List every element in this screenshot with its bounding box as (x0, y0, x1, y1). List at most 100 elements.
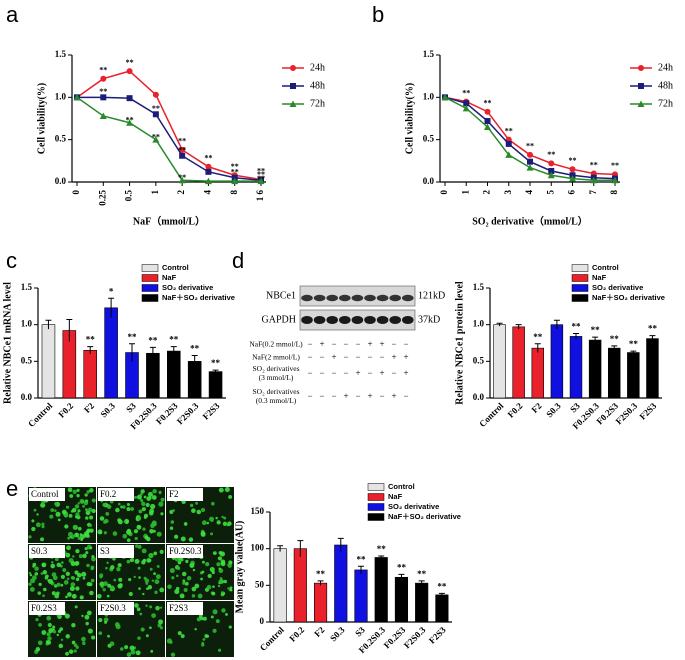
blot-band (364, 294, 376, 302)
bar (83, 350, 97, 399)
cell (211, 501, 215, 506)
x-tick-label: S0.3 (544, 400, 563, 419)
legend-label: 48h (658, 80, 673, 91)
cell (151, 579, 155, 582)
error-bar (496, 322, 503, 327)
point (484, 123, 491, 130)
cell (28, 535, 32, 539)
condition-sign: − (391, 368, 396, 378)
y-tick-label: 0.5 (21, 355, 33, 365)
point (179, 152, 186, 159)
significance: ** (437, 581, 447, 591)
cell (177, 560, 182, 565)
x-tick-label: F2S3 (427, 624, 448, 645)
blot-band (301, 294, 313, 302)
bar (354, 569, 368, 623)
cell (206, 584, 212, 590)
point (231, 177, 239, 185)
blot-band (402, 294, 414, 302)
cell (225, 612, 228, 616)
cell (156, 531, 162, 537)
cell (106, 594, 110, 598)
cell (145, 581, 149, 585)
cell (191, 586, 197, 592)
condition-sign: + (319, 339, 324, 349)
condition-sign: − (331, 339, 336, 349)
cell (106, 561, 109, 565)
cell (229, 586, 233, 590)
blot-band (339, 294, 351, 302)
cell (84, 493, 88, 497)
cell (149, 567, 153, 571)
cell (118, 502, 121, 506)
legend-swatch (141, 274, 159, 282)
cell (191, 508, 196, 514)
bar (208, 371, 223, 399)
cell (170, 652, 176, 657)
error-bar (630, 350, 637, 354)
cell (60, 561, 64, 564)
cell (159, 549, 164, 554)
cell (67, 487, 73, 493)
significance: ** (152, 132, 160, 141)
legend-label: Control (388, 482, 415, 491)
cell (50, 563, 56, 569)
legend-marker (289, 100, 297, 107)
cell (204, 634, 209, 639)
cell (55, 504, 58, 507)
cell (124, 645, 129, 650)
point (257, 177, 265, 185)
cell (79, 595, 84, 600)
micrograph-label-bg (98, 488, 134, 501)
cell (54, 509, 57, 512)
bar (41, 324, 56, 399)
condition-sign: − (379, 352, 384, 362)
blot-band (351, 316, 364, 324)
blot-band (402, 316, 414, 324)
condition-sign: − (343, 368, 348, 378)
point (463, 100, 470, 107)
cell (128, 591, 133, 597)
cell (103, 581, 108, 586)
bar (374, 557, 388, 623)
point (205, 163, 212, 170)
cell (141, 501, 146, 507)
cell (109, 585, 115, 590)
blot-band (389, 316, 402, 324)
x-tick-label: S0.3 (328, 624, 347, 643)
cell (218, 579, 223, 584)
micrograph-label: S3 (100, 546, 110, 556)
cell (174, 589, 180, 595)
cell (215, 516, 218, 520)
point (100, 94, 107, 101)
cell (82, 641, 86, 646)
cell (98, 618, 103, 623)
micrograph-label: Control (31, 489, 59, 499)
cell (227, 587, 230, 590)
legend-swatch (367, 483, 385, 491)
significance: ** (86, 335, 96, 345)
cell (141, 548, 147, 554)
condition-sign: − (307, 368, 312, 378)
cell (197, 593, 203, 599)
cell (51, 591, 56, 596)
point (152, 136, 160, 143)
cell (56, 562, 62, 568)
cell (65, 571, 70, 577)
cell (175, 586, 180, 591)
cell (212, 551, 217, 555)
x-tick-label: F0.2S3 (154, 400, 180, 426)
cell (154, 590, 158, 594)
blot-band (364, 316, 376, 324)
cell (134, 536, 138, 541)
cell (79, 498, 85, 504)
bar (313, 582, 328, 623)
cell (134, 495, 138, 499)
cell (133, 529, 139, 534)
y-axis-label: Cell viability(%) (36, 83, 47, 154)
cell (201, 520, 207, 526)
blot-band (326, 316, 339, 324)
condition-sign: + (403, 352, 408, 362)
point (526, 164, 534, 171)
y-tick-label: 0 (260, 616, 265, 626)
